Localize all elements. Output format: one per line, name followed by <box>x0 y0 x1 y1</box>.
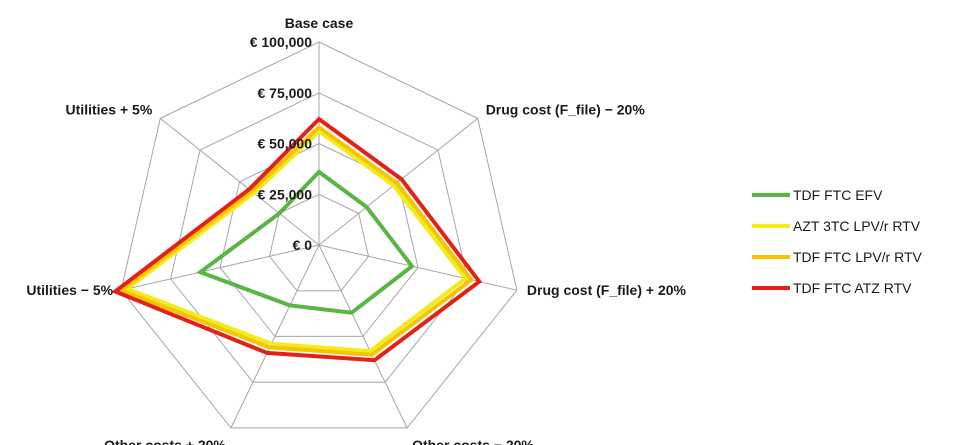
grid-ring <box>120 41 518 429</box>
axis-label: Utilities − 5% <box>26 282 113 298</box>
legend-label: AZT 3TC LPV/r RTV <box>793 218 921 234</box>
series-line <box>122 128 469 354</box>
axis-label: Other costs − 20% <box>412 437 534 445</box>
grid-ring <box>170 92 468 383</box>
axis-spoke <box>318 118 479 246</box>
tick-label: € 75,000 <box>258 85 313 101</box>
axis-label: Other costs + 20% <box>104 437 226 445</box>
series-line <box>196 169 415 315</box>
axis-spoke <box>230 244 320 429</box>
axis-label: Drug cost (F_file) + 20% <box>527 282 687 298</box>
series-line <box>111 116 483 363</box>
axis-spoke <box>120 244 320 291</box>
axis-label: Utilities + 5% <box>66 101 153 117</box>
tick-labels: € 0 € 25,000 € 50,000 € 75,000 € 100,000 <box>250 34 313 253</box>
grid-ring <box>268 193 370 292</box>
axis-spoke <box>318 244 518 291</box>
legend-label: TDF FTC ATZ RTV <box>793 280 912 296</box>
axis-spoke <box>159 118 320 246</box>
axis-labels: Base case Drug cost (F_file) − 20% Drug co… <box>26 15 686 445</box>
tick-label: € 100,000 <box>250 34 312 50</box>
axis-label: Base case <box>285 15 354 31</box>
tick-label: € 0 <box>293 237 313 253</box>
tick-label: € 50,000 <box>258 136 313 152</box>
series-layer <box>111 116 483 363</box>
axis-label: Drug cost (F_file) − 20% <box>486 101 646 117</box>
legend-label: TDF FTC EFV <box>793 187 883 203</box>
legend-label: TDF FTC LPV/r RTV <box>793 249 923 265</box>
grid-layer <box>120 41 518 429</box>
tick-label: € 25,000 <box>258 186 313 202</box>
series-line <box>117 124 475 357</box>
axis-spoke <box>318 244 408 429</box>
legend: TDF FTC EFV AZT 3TC LPV/r RTV TDF FTC LPV/… <box>752 187 923 296</box>
